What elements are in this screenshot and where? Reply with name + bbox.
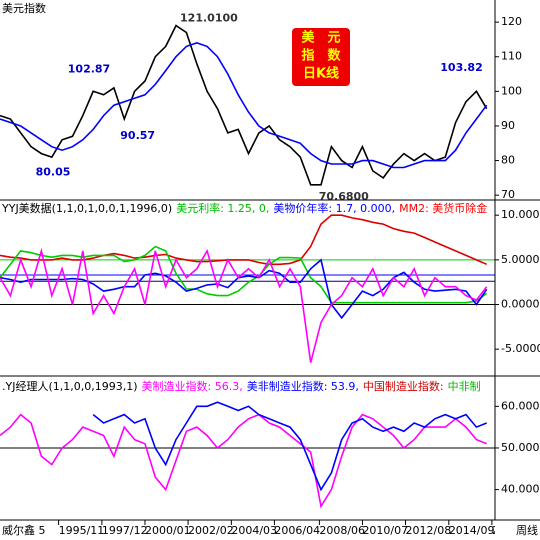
x-tick-label: 2010/07: [362, 524, 408, 537]
series-line: [0, 24, 488, 186]
x-tick-label: 1997/12: [102, 524, 148, 537]
y-tick-label: 110: [501, 50, 522, 63]
y-tick-label: 50.0000: [501, 441, 540, 454]
y-tick-label: 120: [501, 15, 522, 28]
series-line: [0, 247, 488, 363]
x-tick-label: 2004/03: [231, 524, 277, 537]
x-tick-label: 2012/08: [406, 524, 452, 537]
y-tick-label: 40.0000: [501, 483, 540, 496]
series-line: [0, 42, 488, 169]
series-line: [0, 413, 488, 509]
badge-text: 美 元: [301, 30, 340, 46]
annotation: 121.0100: [180, 12, 238, 25]
annotation: 103.82: [440, 61, 482, 74]
annotation: 90.57: [120, 129, 155, 142]
y-tick-label: 60.0000: [501, 399, 540, 412]
annotation: 102.87: [68, 62, 110, 75]
legend-entry: 美元利率: 1.25, 0,: [176, 201, 269, 215]
y-tick-label: 80: [501, 154, 515, 167]
y-tick-label: 70: [501, 188, 515, 201]
legend-entry: 中国制造业指数:: [363, 379, 444, 393]
y-tick-label: 90: [501, 119, 515, 132]
legend-entry: 美物价年率: 1.7, 0.000,: [273, 201, 395, 215]
badge: [292, 28, 350, 86]
y-tick-label: 0.0000: [501, 298, 540, 311]
y-tick-label: 10.0000: [501, 208, 540, 221]
x-tick-label: 2008/06: [319, 524, 365, 537]
footer-left: 威尔鑫 5: [2, 523, 46, 537]
badge-text: 指 数: [301, 48, 341, 64]
series-line: [0, 258, 488, 320]
x-tick-label: 2006/04: [274, 524, 320, 537]
legend-entry: 美制造业指数: 56.3,: [142, 379, 243, 393]
footer-right: 周线: [516, 523, 538, 537]
series-line: [92, 401, 487, 492]
x-tick-label: 201: [492, 524, 513, 537]
x-tick-label: 2014/09: [449, 524, 495, 537]
legend-entry: 美非制造业指数: 53.9,: [247, 379, 359, 393]
annotation: 80.05: [36, 165, 71, 178]
x-tick-label: 2000/01: [145, 524, 191, 537]
panel-title: 美元指数: [2, 1, 46, 15]
x-tick-label: 1995/11: [59, 524, 105, 537]
badge-text: 日K线: [303, 66, 339, 82]
legend-entry: MM2: 美货币除金: [399, 201, 487, 215]
legend-entry: YYJ美数据(1,1,0,1,0,0,1,1996,0): [1, 201, 172, 215]
legend-entry: .YJ经理人(1,1,0,0,1993,1): [2, 380, 138, 393]
annotation: 70.6800: [319, 190, 369, 203]
y-tick-label: 5.0000: [501, 253, 540, 266]
plot-area: 121.0100 102.87 90.57 80.05 70.6800 103.82 199…: [0, 12, 513, 537]
y-tick-label: -5.0000: [501, 342, 540, 355]
legend-entry: 中非制: [448, 380, 481, 393]
x-tick-label: 2002/02: [188, 524, 234, 537]
y-tick-label: 100: [501, 84, 522, 97]
